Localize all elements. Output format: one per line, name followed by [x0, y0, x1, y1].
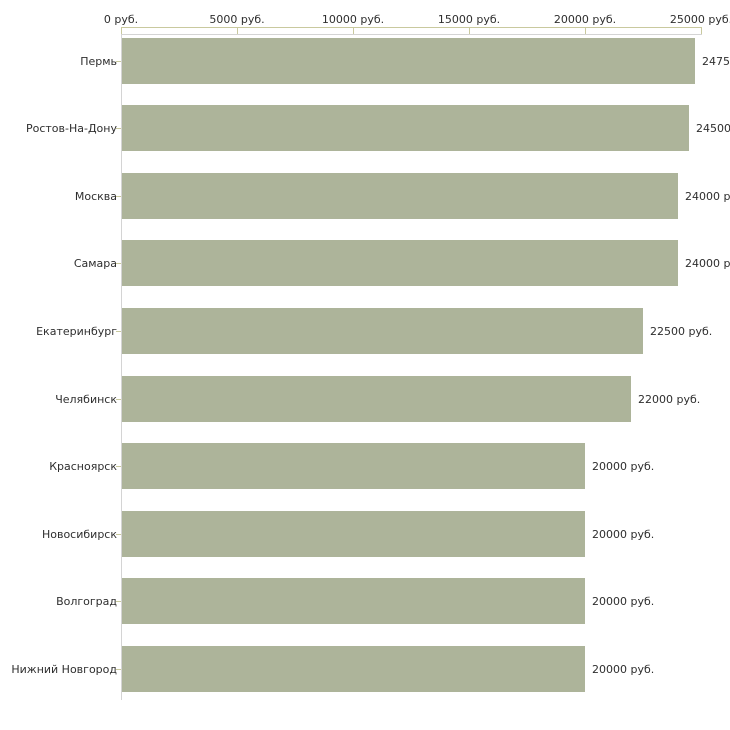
category-tick-mark — [116, 263, 121, 264]
city-label: Нижний Новгород — [11, 662, 117, 676]
x-axis-tick — [353, 27, 354, 34]
city-label: Москва — [74, 189, 117, 203]
plot-area-top-border — [121, 34, 702, 35]
value-label: 22000 руб. — [638, 392, 701, 406]
city-label: Волгоград — [56, 594, 117, 608]
x-axis-tick — [469, 27, 470, 34]
x-axis-tick — [701, 27, 702, 34]
bar — [122, 376, 631, 422]
x-axis-tick-label: 25000 руб. — [669, 13, 730, 26]
city-label: Новосибирск — [41, 527, 117, 541]
y-axis-line — [121, 28, 122, 700]
value-label: 24750 руб. — [702, 54, 730, 68]
category-tick-mark — [116, 534, 121, 535]
city-label: Челябинск — [55, 392, 117, 406]
bar — [122, 105, 689, 151]
value-label: 20000 руб. — [592, 527, 655, 541]
city-label: Пермь — [80, 54, 117, 68]
value-label: 24000 руб. — [685, 256, 730, 270]
x-axis-tick-label: 0 руб. — [103, 13, 139, 26]
category-tick-mark — [116, 128, 121, 129]
city-label: Ростов-На-Дону — [25, 121, 117, 135]
bar — [122, 443, 585, 489]
x-axis-tick — [237, 27, 238, 34]
city-label: Самара — [73, 256, 117, 270]
bar — [122, 240, 678, 286]
bar — [122, 578, 585, 624]
value-label: 22500 руб. — [650, 324, 713, 338]
category-tick-mark — [116, 669, 121, 670]
x-axis-tick-label: 20000 руб. — [553, 13, 617, 26]
category-tick-mark — [116, 601, 121, 602]
value-label: 24000 руб. — [685, 189, 730, 203]
bar — [122, 646, 585, 692]
x-axis-tick-label: 10000 руб. — [321, 13, 385, 26]
x-axis-tick-label: 15000 руб. — [437, 13, 501, 26]
category-tick-mark — [116, 196, 121, 197]
value-label: 24500 руб. — [696, 121, 730, 135]
bar — [122, 38, 695, 84]
x-axis-line — [121, 27, 702, 28]
bar — [122, 511, 585, 557]
value-label: 20000 руб. — [592, 594, 655, 608]
bar — [122, 308, 643, 354]
value-label: 20000 руб. — [592, 662, 655, 676]
category-tick-mark — [116, 331, 121, 332]
x-axis-tick-label: 5000 руб. — [209, 13, 265, 26]
x-axis-tick — [585, 27, 586, 34]
city-label: Красноярск — [49, 459, 117, 473]
x-axis-tick — [121, 27, 122, 34]
category-tick-mark — [116, 61, 121, 62]
bar — [122, 173, 678, 219]
category-tick-mark — [116, 466, 121, 467]
city-label: Екатеринбург — [36, 324, 117, 338]
category-tick-mark — [116, 399, 121, 400]
value-label: 20000 руб. — [592, 459, 655, 473]
